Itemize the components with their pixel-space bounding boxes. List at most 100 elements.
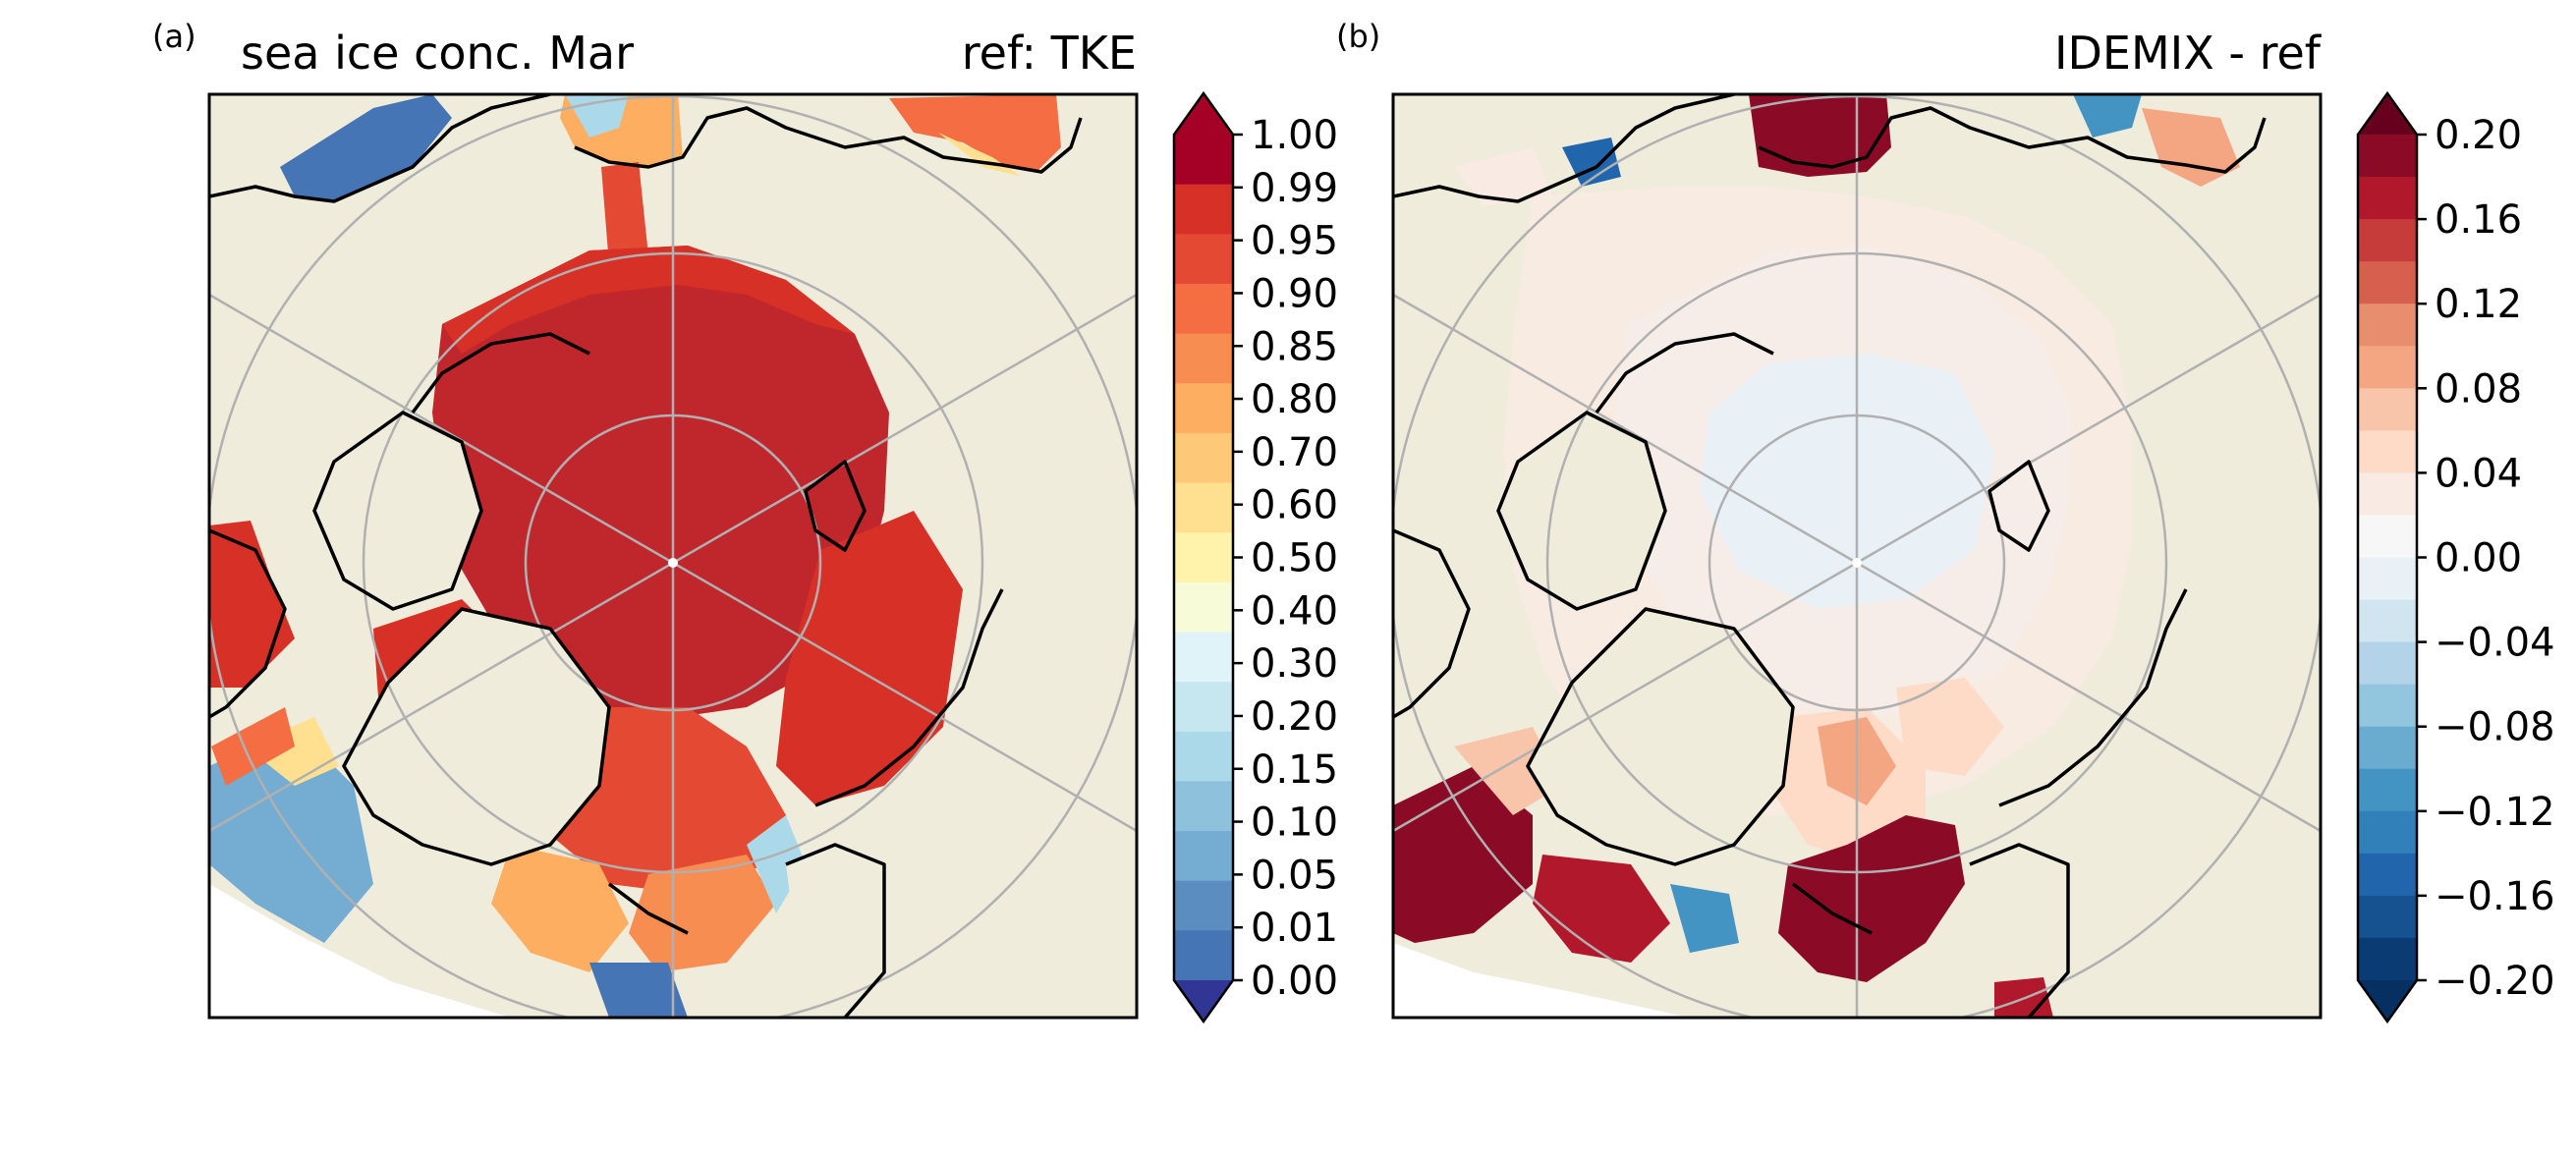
colorbar-swatch	[2358, 684, 2417, 728]
colorbar-tick-label: 0.20	[2435, 113, 2522, 158]
colorbar-swatch	[1174, 682, 1233, 733]
colorbar-swatch	[2358, 768, 2417, 812]
diff-okhotsk-neg-b	[2073, 94, 2142, 138]
diff-barents-pale-b	[1896, 678, 2004, 776]
colorbar-swatch	[1174, 581, 1233, 634]
colorbar-tick-label: 0.90	[1251, 271, 1338, 316]
colorbar-swatch	[1174, 184, 1233, 235]
colorbar-swatch	[1174, 880, 1233, 931]
ice-baffin-south-a	[211, 707, 295, 786]
colorbar-b: 0.20 0.16 0.12 0.08 0.04 0.00 −0.04 −0.08 −0.12 −…	[2356, 90, 2555, 1024]
diff-arctic-core-b	[1700, 354, 1994, 609]
ice-arctic-a	[432, 246, 889, 717]
colorbar-swatch	[1174, 333, 1233, 384]
panel-a: (a) sea ice conc. Mar ref: TKE	[152, 18, 1338, 1024]
colorbar-tick-label: 0.16	[2435, 197, 2522, 243]
colorbar-swatch	[2358, 177, 2417, 220]
colorbar-tick-label: 0.20	[1251, 694, 1338, 740]
colorbar-tick-label: 0.50	[1251, 536, 1338, 581]
colorbar-swatch	[1174, 383, 1233, 434]
panel-label-b: (b)	[1336, 18, 1380, 55]
diff-east-greenland-neg-b	[1670, 884, 1739, 953]
colorbar-tick-label: 0.01	[1251, 906, 1338, 951]
ice-channel-a	[601, 162, 648, 265]
colorbar-swatch	[1174, 532, 1233, 583]
diff-east-greenland-b	[1533, 855, 1670, 963]
greenland-b	[1528, 609, 1793, 864]
colorbar-swatch	[2358, 853, 2417, 897]
colorbar-tick-label: 0.95	[1251, 219, 1338, 264]
colorbar-swatch	[1174, 482, 1233, 533]
ice-east-greenland-a	[491, 845, 629, 972]
colorbar-tick-label: 0.85	[1251, 324, 1338, 369]
greenland-a	[344, 609, 609, 864]
panel-ref-label-b: IDEMIX - ref	[2054, 27, 2323, 80]
panel-label-a: (a)	[152, 18, 196, 55]
colorbar-tick-label: 0.00	[1251, 959, 1338, 1004]
panel-ref-label-a: ref: TKE	[962, 27, 1137, 80]
map-frame-b	[1391, 92, 2323, 1020]
ice-edge-iceland-a	[629, 855, 776, 972]
pole-marker-a	[668, 558, 678, 568]
colorbar-swatch	[1174, 632, 1233, 683]
colorbar-swatch	[2358, 641, 2417, 686]
open-ocean-b	[1393, 943, 1690, 1018]
panel-b: (b) IDEMIX - ref	[1336, 18, 2555, 1024]
colorbar-swatch	[2358, 557, 2417, 601]
colorbar-extend-top	[1174, 93, 1233, 135]
colorbar-swatch	[1174, 135, 1233, 186]
colorbar-tick-label: 0.99	[1251, 166, 1338, 211]
ice-alaska-a	[280, 94, 452, 201]
colorbar-tick-label: 0.70	[1251, 430, 1338, 475]
ice-arctic-ring-a	[442, 246, 855, 354]
colorbar-tick-label: 0.30	[1251, 641, 1338, 687]
colorbar-swatch	[2358, 515, 2417, 559]
colorbar-tick-label: 0.80	[1251, 377, 1338, 422]
ice-barents-a	[776, 511, 963, 805]
colorbar-swatch	[2358, 937, 2417, 981]
colorbar-swatch	[1174, 234, 1233, 285]
colorbar-swatch	[2358, 388, 2417, 431]
colorbar-tick-label: −0.16	[2435, 874, 2555, 919]
scandinavia-b	[1970, 845, 2068, 1018]
colorbar-tick-label: −0.04	[2435, 621, 2555, 666]
colorbar-tick-label: 0.04	[2435, 451, 2522, 496]
colorbar-swatch	[2358, 346, 2417, 389]
colorbar-tick-label: 1.00	[1251, 113, 1338, 158]
colorbar-swatch	[2358, 219, 2417, 262]
colorbar-swatch	[2358, 304, 2417, 347]
colorbar-swatch	[2358, 726, 2417, 770]
colorbar-swatch	[1174, 283, 1233, 335]
colorbar-swatch	[1174, 432, 1233, 484]
colorbar-tick-label: 0.10	[1251, 801, 1338, 846]
colorbar-swatch	[2358, 810, 2417, 855]
diff-alaska-pale-b	[1454, 147, 1552, 206]
colorbar-tick-label: −0.12	[2435, 790, 2555, 835]
coastlines-b	[1393, 94, 2267, 1018]
colorbar-tick-label: 0.40	[1251, 588, 1338, 634]
colorbar-swatch	[2358, 472, 2417, 517]
colorbar-swatch	[2358, 895, 2417, 939]
colorbar-tick-label: 0.12	[2435, 282, 2522, 327]
colorbar-tick-label: 0.60	[1251, 483, 1338, 528]
archipelago-b	[1498, 413, 1665, 609]
diff-barents-b	[1778, 815, 1965, 982]
open-ocean-a	[209, 884, 511, 1018]
colorbar-extend-bottom	[1174, 980, 1233, 1022]
colorbar-tick-label: −0.08	[2435, 705, 2555, 750]
ice-edge-blue-a	[589, 963, 688, 1018]
colorbar-a: 1.00 0.99 0.95 0.90 0.85 0.80 0.70 0.60 0.50 0.40…	[1172, 90, 1338, 1024]
colorbar-tick-label: −0.20	[2435, 959, 2555, 1004]
colorbar-tick-label: 0.08	[2435, 366, 2522, 412]
colorbar-swatch	[2358, 430, 2417, 473]
colorbar-swatch	[1174, 831, 1233, 882]
colorbar-tick-label: 0.00	[2435, 536, 2522, 581]
diff-okhotsk-pos-b	[2142, 108, 2240, 187]
colorbar-swatch	[2358, 261, 2417, 304]
panel-title-a: sea ice conc. Mar	[241, 27, 634, 80]
scandinavia-a	[786, 845, 884, 1018]
colorbar-extend-bottom	[2358, 980, 2417, 1022]
coastlines-a	[209, 94, 1083, 1018]
colorbar-swatch	[2358, 135, 2417, 178]
